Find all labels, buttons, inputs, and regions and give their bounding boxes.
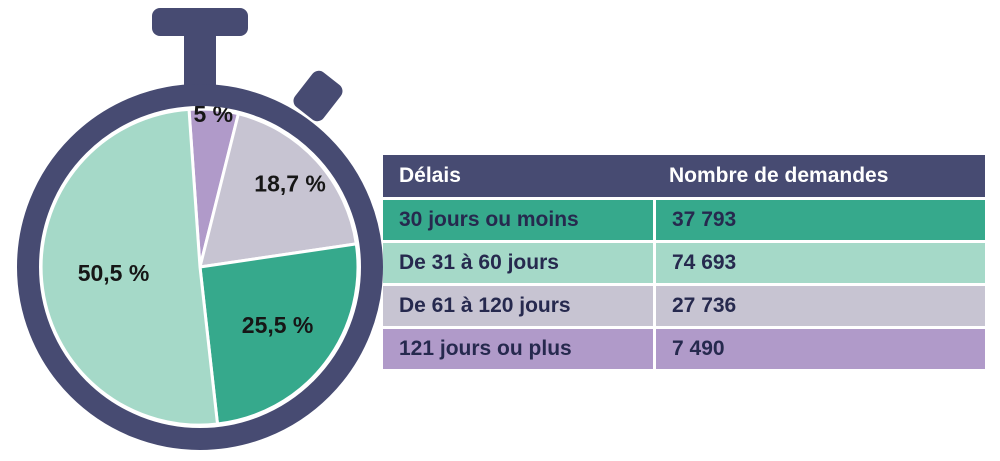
cell-delai: 30 jours ou moins [383, 200, 653, 240]
pie-slice-gray [198, 112, 358, 269]
pie-slice-label: 50,5 % [78, 260, 150, 286]
stopwatch-crown [152, 8, 248, 36]
stopwatch-side-button [293, 70, 343, 122]
table-row: De 61 à 120 jours 27 736 [383, 286, 985, 326]
stopwatch-pie-chart: 5 %18,7 %25,5 %50,5 % [17, 8, 383, 450]
pie-slice-mint [39, 107, 219, 427]
pie-slice-label: 25,5 % [242, 312, 314, 338]
pie-slices [39, 107, 360, 427]
delays-table-body: 30 jours ou moins 37 793 De 31 à 60 jours 7… [383, 200, 985, 369]
table-row: 30 jours ou moins 37 793 [383, 200, 985, 240]
pie-slice-teal [198, 242, 360, 426]
cell-nombre: 74 693 [656, 243, 985, 283]
cell-nombre: 27 736 [656, 286, 985, 326]
pie-slice-label: 18,7 % [254, 170, 326, 196]
header-nombre: Nombre de demandes [669, 164, 889, 187]
cell-delai: De 61 à 120 jours [383, 286, 653, 326]
delays-table: Délais Nombre de demandes 30 jours ou mo… [383, 155, 985, 369]
cell-nombre: 37 793 [656, 200, 985, 240]
pie-labels: 5 %18,7 %25,5 %50,5 % [78, 101, 326, 338]
cell-delai: De 31 à 60 jours [383, 243, 653, 283]
table-row: De 31 à 60 jours 74 693 [383, 243, 985, 283]
stopwatch-ring [17, 84, 383, 450]
table-header-row: Délais Nombre de demandes [383, 155, 985, 197]
cell-nombre: 7 490 [656, 329, 985, 369]
table-row: 121 jours ou plus 7 490 [383, 329, 985, 369]
cell-delai: 121 jours ou plus [383, 329, 653, 369]
header-delais: Délais [399, 164, 461, 187]
